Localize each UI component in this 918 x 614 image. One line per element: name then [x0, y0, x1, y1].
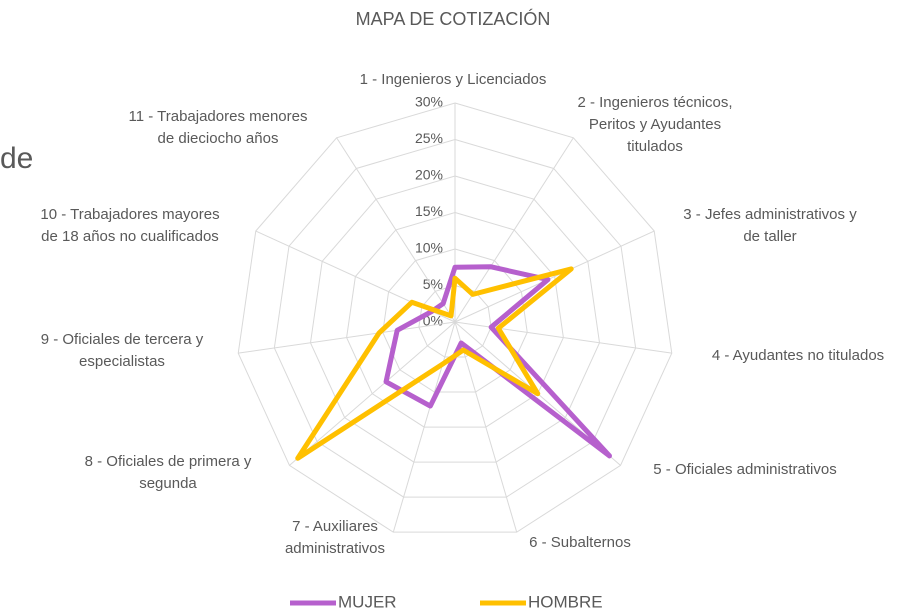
series-line — [383, 264, 612, 459]
grid-ring — [237, 102, 673, 533]
series-line — [295, 266, 574, 461]
axis-label: 8 - Oficiales de primera y segunda — [84, 453, 252, 492]
tick-label: 30% — [415, 94, 443, 110]
axis-label: 11 - Trabajadores menores de dieciocho a… — [128, 108, 308, 147]
axis-label: 3 - Jefes administrativos y de taller — [683, 206, 857, 245]
legend-label: HOMBRE — [528, 592, 603, 611]
axis-label: 10 - Trabajadores mayores de 18 años no … — [40, 206, 220, 245]
tick-label: 20% — [415, 167, 443, 183]
grid-ring — [382, 248, 528, 393]
axis-label: 9 - Oficiales de tercera y especialistas — [40, 331, 204, 370]
tick-label: 15% — [415, 203, 443, 219]
axis-label: 1 - Ingenieros y Licenciados — [359, 71, 547, 88]
grid-ring — [309, 175, 601, 463]
axis-label: 2 - Ingenieros técnicos, Peritos y Ayuda… — [577, 94, 733, 155]
axis-label: 7 - Auxiliares administrativos — [284, 518, 386, 557]
axis-label: 5 - Oficiales administrativos — [653, 461, 837, 478]
tick-label: 10% — [415, 240, 443, 256]
legend-label: MUJER — [338, 592, 397, 611]
spoke — [238, 321, 456, 354]
spoke — [454, 321, 672, 354]
spoke — [336, 137, 456, 323]
spoke — [392, 321, 456, 533]
grid-ring — [273, 138, 637, 498]
background-text: de — [0, 142, 34, 175]
spoke — [454, 230, 655, 323]
spoke — [289, 321, 456, 466]
chart-title: MAPA DE COTIZACIÓN — [356, 8, 551, 29]
axis-label: 4 - Ayudantes no titulados — [711, 347, 885, 364]
tick-label: 25% — [415, 130, 443, 146]
axis-label: 6 - Subalternos — [529, 534, 631, 551]
spoke — [454, 321, 518, 533]
grid-ring — [346, 211, 564, 428]
tick-label: 5% — [423, 276, 443, 292]
